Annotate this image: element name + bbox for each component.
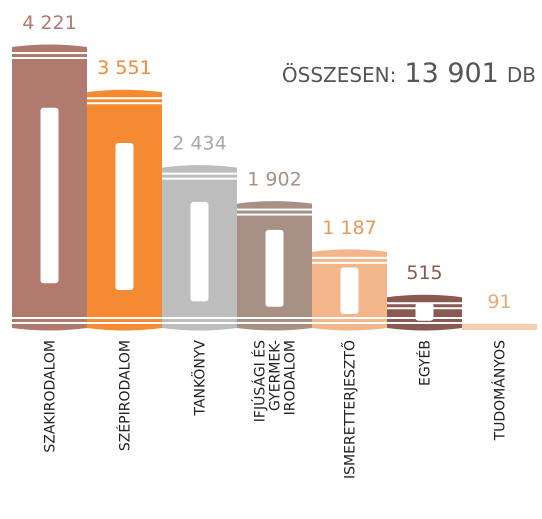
category-label: ISMERETTERJESZTŐ: [341, 340, 359, 479]
value-label: 515: [406, 262, 442, 284]
value-label: 3 551: [97, 57, 151, 79]
book-stripe: [312, 256, 387, 259]
book-stripe: [87, 97, 162, 100]
book-stripe: [237, 322, 312, 324]
book-stripe: [87, 322, 162, 324]
book-stripe: [162, 177, 237, 180]
category-label: TUDOMÁNYOS: [492, 340, 509, 442]
book-stripe: [237, 208, 312, 211]
total-value: 13 901: [404, 58, 498, 89]
total-unit: DB: [507, 63, 536, 87]
book-slot: [190, 201, 209, 302]
book-slot: [265, 229, 284, 307]
book-slot: [415, 302, 434, 321]
book-stripe: [312, 317, 387, 319]
category-label: IRODALOM: [283, 340, 299, 415]
book-stripe: [387, 322, 462, 324]
value-label: 2 434: [172, 133, 226, 155]
value-label: 1 187: [322, 217, 376, 239]
book-stripe: [12, 317, 87, 319]
book-stripe: [12, 52, 87, 54]
book-stripe: [87, 102, 162, 105]
book-stripe: [162, 322, 237, 324]
total-label: ÖSSZESEN:: [282, 63, 397, 87]
category-label: GYERMEK-: [268, 340, 284, 411]
category-label: IFJÚSÁGI ÉS: [251, 340, 269, 422]
book-slot: [340, 267, 359, 314]
category-label: SZAKIRODALOM: [43, 340, 59, 453]
book-stripe: [237, 317, 312, 319]
category-label: SZÉPIRODALOM: [117, 340, 134, 451]
book-slot: [115, 142, 134, 291]
book-stripe: [12, 57, 87, 59]
book-stripe: [312, 261, 387, 264]
book-stripe: [162, 172, 237, 175]
book-stripe: [237, 213, 312, 216]
book-stripe: [87, 317, 162, 319]
book-stripe: [312, 322, 387, 324]
value-label: 91: [487, 291, 511, 313]
value-label: 1 902: [247, 169, 301, 191]
total: ÖSSZESEN: 13 901 DB: [282, 58, 536, 89]
category-label: TANKÖNYV: [191, 340, 209, 417]
value-label: 4 221: [22, 12, 76, 34]
book-stripe: [162, 317, 237, 319]
bar: [462, 323, 537, 330]
book-stripe: [12, 322, 87, 324]
book-slot: [40, 107, 59, 284]
category-label: EGYÉB: [417, 340, 434, 386]
